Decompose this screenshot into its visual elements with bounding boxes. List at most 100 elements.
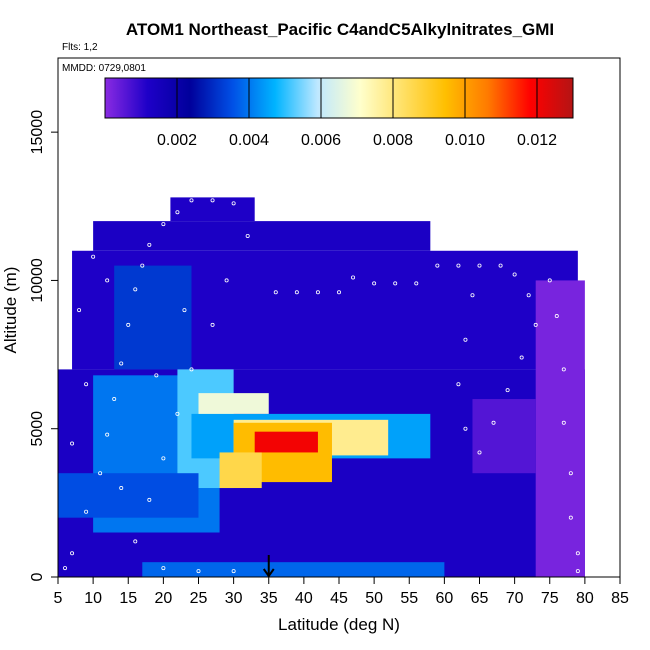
- sample-point: [126, 322, 131, 327]
- sample-point: [294, 290, 299, 295]
- sample-points: [63, 198, 580, 574]
- x-axis-label: Latitude (deg N): [278, 615, 400, 634]
- sample-point: [568, 515, 573, 520]
- sample-point: [161, 566, 166, 571]
- x-tick-label: 5: [54, 590, 63, 607]
- y-axis: 0 5000 10000 15000: [29, 110, 58, 581]
- sample-point: [161, 222, 166, 227]
- sample-point: [575, 551, 580, 556]
- colorbar-tick-label: 0.004: [229, 132, 269, 149]
- sample-point: [351, 275, 356, 280]
- sample-point: [175, 210, 180, 215]
- heatmap-cell: [93, 221, 431, 251]
- sample-point: [414, 281, 419, 286]
- heatmap-cell: [114, 265, 192, 370]
- y-tick-label: 0: [29, 572, 46, 581]
- colorbar-tick-label: 0.010: [445, 132, 485, 149]
- sample-point: [154, 373, 159, 378]
- sample-point: [119, 486, 124, 491]
- sample-point: [554, 314, 559, 319]
- sample-point: [273, 290, 278, 295]
- sample-point: [491, 420, 496, 425]
- sample-point: [547, 278, 552, 283]
- sample-point: [526, 293, 531, 298]
- sample-point: [512, 272, 517, 277]
- x-tick-label: 55: [400, 590, 418, 607]
- sample-point: [470, 293, 475, 298]
- heatmap-cell: [535, 280, 585, 577]
- heatmap-cell: [170, 197, 255, 222]
- colorbar-tick-label: 0.002: [157, 132, 197, 149]
- sample-point: [315, 290, 320, 295]
- sample-point: [140, 263, 145, 268]
- y-tick-label: 10000: [29, 258, 46, 303]
- sample-point: [498, 263, 503, 268]
- sample-point: [393, 281, 398, 286]
- y-tick-label: 5000: [29, 411, 46, 447]
- x-tick-label: 75: [541, 590, 559, 607]
- flights-label: Flts: 1,2: [62, 42, 98, 53]
- sample-point: [189, 367, 194, 372]
- colorbar-tick-label: 0.008: [373, 132, 413, 149]
- sample-point: [147, 497, 152, 502]
- sample-point: [533, 322, 538, 327]
- x-tick-label: 50: [365, 590, 383, 607]
- y-axis-label: Altitude (m): [1, 267, 20, 354]
- sample-point: [84, 509, 89, 514]
- sample-point: [133, 539, 138, 544]
- sample-point: [336, 290, 341, 295]
- sample-point: [91, 254, 96, 259]
- sample-point: [63, 566, 68, 571]
- x-tick-label: 10: [84, 590, 102, 607]
- sample-point: [435, 263, 440, 268]
- x-tick-label: 25: [190, 590, 208, 607]
- sample-point: [231, 201, 236, 206]
- colorbar-gradient: [104, 77, 574, 119]
- heatmap: [58, 197, 585, 577]
- sample-point: [105, 278, 110, 283]
- sample-point: [112, 397, 117, 402]
- sample-point: [519, 355, 524, 360]
- sample-point: [84, 382, 89, 387]
- sample-point: [70, 551, 75, 556]
- x-axis: 5 10 15 20 25 30 35 40 45 50 55 60 65 70 75 80 85: [54, 577, 629, 607]
- heatmap-cell: [58, 473, 199, 518]
- sample-point: [456, 263, 461, 268]
- x-tick-label: 70: [506, 590, 524, 607]
- sample-point: [147, 242, 152, 247]
- heatmap-cell: [219, 452, 262, 489]
- sample-point: [463, 426, 468, 431]
- sample-point: [456, 382, 461, 387]
- sample-point: [561, 420, 566, 425]
- sample-point: [175, 411, 180, 416]
- x-tick-label: 40: [295, 590, 313, 607]
- x-tick-label: 35: [260, 590, 278, 607]
- heatmap-cell: [198, 393, 269, 414]
- sample-point: [182, 308, 187, 313]
- y-tick-label: 15000: [29, 110, 46, 155]
- sample-point: [372, 281, 377, 286]
- chart-title: ATOM1 Northeast_Pacific C4andC5Alkylnitr…: [126, 20, 554, 39]
- latitude-marker-arrow: [262, 555, 275, 578]
- x-tick-label: 65: [471, 590, 489, 607]
- heatmap-cell: [472, 399, 536, 474]
- sample-point: [477, 263, 482, 268]
- x-tick-label: 15: [119, 590, 137, 607]
- sample-point: [189, 198, 194, 203]
- x-tick-label: 20: [154, 590, 172, 607]
- heatmap-cell: [254, 431, 318, 453]
- sample-point: [568, 471, 573, 476]
- heatmap-cell: [142, 562, 445, 577]
- sample-point: [119, 361, 124, 366]
- sample-point: [98, 471, 103, 476]
- sample-point: [477, 450, 482, 455]
- sample-point: [245, 233, 250, 238]
- colorbar-tick-label: 0.012: [517, 132, 557, 149]
- colorbar: 0.002 0.004 0.006 0.008 0.010 0.012: [104, 77, 574, 149]
- x-tick-label: 45: [330, 590, 348, 607]
- colorbar-tick-label: 0.006: [301, 132, 341, 149]
- date-label: MMDD: 0729,0801: [62, 63, 146, 74]
- sample-point: [196, 569, 201, 574]
- x-tick-label: 85: [611, 590, 629, 607]
- sample-point: [210, 322, 215, 327]
